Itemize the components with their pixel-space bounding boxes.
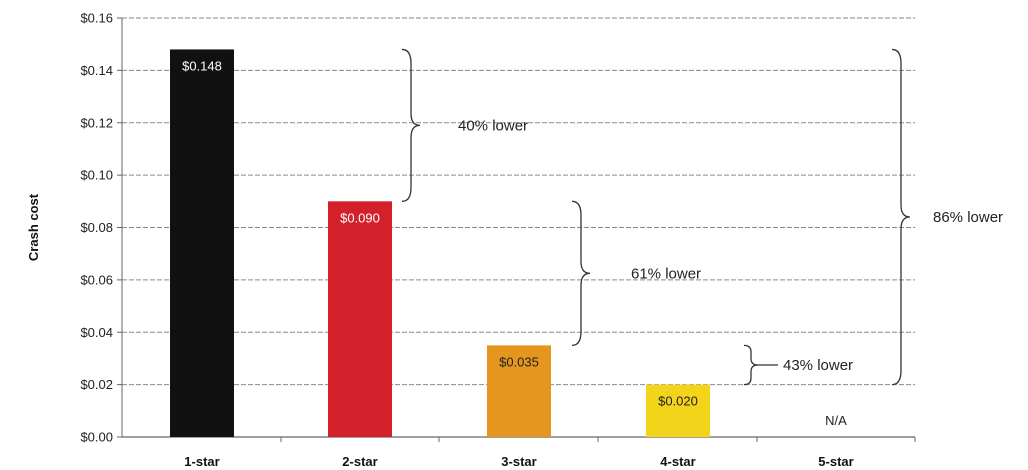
y-tick-label: $0.16 (80, 11, 113, 26)
y-tick-label: $0.12 (80, 115, 113, 130)
bar-value-label: $0.020 (658, 394, 698, 409)
y-tick-label: $0.08 (80, 220, 113, 235)
bar-1-star (170, 49, 234, 438)
annotation-brace (401, 48, 421, 202)
annotation-brace (891, 48, 911, 386)
y-axis-title: Crash cost (26, 193, 41, 261)
x-tick-label: 3-star (501, 454, 536, 469)
x-tick-label: 5-star (818, 454, 853, 469)
annotation-brace (571, 200, 591, 346)
annotation-label: 43% lower (783, 357, 853, 374)
bar-2-star (328, 201, 392, 437)
y-tick-label: $0.14 (80, 63, 113, 78)
y-tick-label: $0.00 (80, 430, 113, 445)
y-tick-label: $0.10 (80, 168, 113, 183)
x-tick-label: 4-star (660, 454, 695, 469)
y-tick-label: $0.06 (80, 272, 113, 287)
bar-value-label: $0.035 (499, 354, 539, 369)
y-tick-label: $0.02 (80, 377, 113, 392)
annotation-label: 61% lower (631, 265, 701, 282)
x-tick-label: 2-star (342, 454, 377, 469)
y-tick-label: $0.04 (80, 325, 113, 340)
annotation-brace (743, 344, 759, 386)
annotation-label: 86% lower (933, 209, 1003, 226)
bar-value-label: N/A (825, 413, 847, 428)
bar-3-star (487, 345, 551, 437)
bar-4-star (646, 384, 710, 437)
bar-value-label: $0.090 (340, 210, 380, 225)
x-tick-label: 1-star (184, 454, 219, 469)
annotation-label: 40% lower (458, 117, 528, 134)
bar-value-label: $0.148 (182, 58, 222, 73)
